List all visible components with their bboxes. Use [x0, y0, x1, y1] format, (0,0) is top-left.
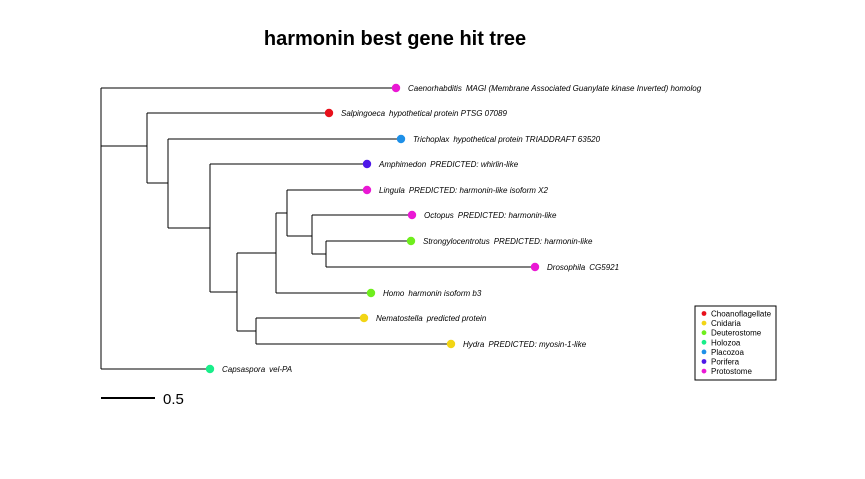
tip-description: PREDICTED: harmonin-like isoform X2 — [409, 186, 549, 195]
legend-swatch-deuterostome — [701, 330, 707, 336]
legend-swatch-placozoa — [701, 349, 707, 355]
tip-dot — [407, 210, 417, 220]
tip-description: hypothetical protein TRIADDRAFT 63520 — [453, 135, 600, 144]
tip-label: Caenorhabditis MAGI (Membrane Associated … — [408, 84, 702, 93]
legend-swatch-protostome — [701, 368, 707, 374]
tip-description: vel-PA — [269, 365, 292, 374]
tree-title: harmonin best gene hit tree — [264, 28, 526, 50]
legend-label-protostome: Protostome — [711, 367, 752, 376]
scale-bar-label: 0.5 — [163, 391, 184, 408]
tip-amphimedon: Amphimedon PREDICTED: whirlin-like — [362, 159, 519, 169]
tip-dot — [446, 339, 456, 349]
tip-genus: Drosophila — [547, 263, 586, 272]
legend-label-placozoa: Placozoa — [711, 348, 744, 357]
legend: ChoanoflagellateCnidariaDeuterostomeHolo… — [694, 305, 777, 381]
tip-capsaspora: Capsaspora vel-PA — [205, 364, 292, 374]
tip-salpingoeca: Salpingoeca hypothetical protein PTSG 070… — [324, 108, 507, 118]
scale-bar: 0.5 — [101, 391, 184, 408]
legend-label-holozoa: Holozoa — [711, 338, 741, 347]
tip-genus: Amphimedon — [378, 160, 427, 169]
tip-description: PREDICTED: whirlin-like — [430, 160, 519, 169]
tip-label: Amphimedon PREDICTED: whirlin-like — [378, 160, 519, 169]
tip-label: Lingula PREDICTED: harmonin-like isoform … — [379, 186, 549, 195]
tree-tips: Caenorhabditis MAGI (Membrane Associated … — [205, 83, 702, 374]
tip-label: Drosophila CG5921 — [547, 263, 619, 272]
tip-label: Octopus PREDICTED: harmonin-like — [424, 211, 557, 220]
tip-dot — [362, 159, 372, 169]
tip-strongylocentrotus: Strongylocentrotus PREDICTED: harmonin-li… — [406, 236, 593, 246]
tip-genus: Nematostella — [376, 314, 423, 323]
tip-dot — [362, 185, 372, 195]
tip-trichoplax: Trichoplax hypothetical protein TRIADDRAF… — [396, 134, 601, 144]
tip-genus: Capsaspora — [222, 365, 266, 374]
tip-description: predicted protein — [426, 314, 487, 323]
legend-swatch-cnidaria — [701, 320, 707, 326]
tip-genus: Caenorhabditis — [408, 84, 462, 93]
tip-dot — [396, 134, 406, 144]
tip-description: PREDICTED: harmonin-like — [494, 237, 593, 246]
tip-drosophila: Drosophila CG5921 — [530, 262, 619, 272]
tip-label: Homo harmonin isoform b3 — [383, 289, 482, 298]
tip-genus: Salpingoeca — [341, 109, 386, 118]
tip-genus: Octopus — [424, 211, 454, 220]
tip-lingula: Lingula PREDICTED: harmonin-like isoform … — [362, 185, 549, 195]
legend-label-cnidaria: Cnidaria — [711, 319, 741, 328]
legend-swatch-holozoa — [701, 339, 707, 345]
tip-dot — [324, 108, 334, 118]
tip-label: Hydra PREDICTED: myosin-1-like — [463, 340, 587, 349]
tip-label: Nematostella predicted protein — [376, 314, 487, 323]
tip-description: PREDICTED: harmonin-like — [458, 211, 557, 220]
tip-dot — [359, 313, 369, 323]
legend-box — [694, 305, 777, 381]
tip-description: CG5921 — [589, 263, 619, 272]
tree-branches — [100, 87, 535, 370]
tip-genus: Strongylocentrotus — [423, 237, 490, 246]
tip-caenorhabditis: Caenorhabditis MAGI (Membrane Associated … — [391, 83, 702, 93]
legend-label-porifera: Porifera — [711, 358, 740, 367]
tip-genus: Hydra — [463, 340, 485, 349]
tip-label: Trichoplax hypothetical protein TRIADDRAF… — [413, 135, 601, 144]
tip-description: MAGI (Membrane Associated Guanylate kina… — [466, 84, 702, 93]
tip-dot — [530, 262, 540, 272]
tip-nematostella: Nematostella predicted protein — [359, 313, 487, 323]
tip-description: harmonin isoform b3 — [408, 289, 481, 298]
legend-swatch-porifera — [701, 359, 707, 364]
tip-label: Capsaspora vel-PA — [222, 365, 292, 374]
tip-description: PREDICTED: myosin-1-like — [488, 340, 586, 349]
tip-dot — [366, 288, 376, 298]
tip-label: Strongylocentrotus PREDICTED: harmonin-li… — [423, 237, 593, 246]
tip-dot — [205, 364, 215, 374]
tip-genus: Trichoplax — [413, 135, 450, 144]
tip-label: Salpingoeca hypothetical protein PTSG 070… — [341, 109, 507, 118]
tip-dot — [391, 83, 401, 93]
tip-description: hypothetical protein PTSG 07089 — [389, 109, 507, 118]
legend-label-choanoflagellate: Choanoflagellate — [711, 310, 772, 319]
tip-genus: Homo — [383, 289, 405, 298]
legend-label-deuterostome: Deuterostome — [711, 329, 762, 338]
tip-dot — [406, 236, 416, 246]
legend-swatch-choanoflagellate — [701, 311, 707, 316]
tip-octopus: Octopus PREDICTED: harmonin-like — [407, 210, 557, 220]
tip-homo: Homo harmonin isoform b3 — [366, 288, 482, 298]
tip-hydra: Hydra PREDICTED: myosin-1-like — [446, 339, 587, 349]
tip-genus: Lingula — [379, 186, 405, 195]
